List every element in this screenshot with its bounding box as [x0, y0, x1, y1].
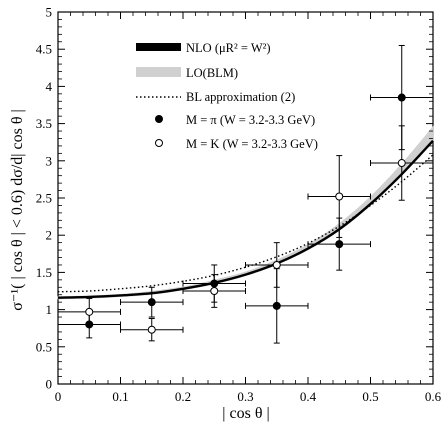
nlo-curve	[57, 139, 434, 299]
kaon-data-point	[210, 287, 219, 295]
y-tick-label: 3	[46, 153, 53, 168]
tick-mark-layer	[57, 11, 434, 385]
x-tick-label: 0.3	[237, 389, 253, 404]
plot-area	[57, 11, 434, 385]
legend-marker-pion	[155, 115, 163, 123]
kaon-data-point	[85, 307, 94, 316]
y-axis-title: σ⁻¹( | cos θ | < 0.6) dσ/d| cos θ |	[9, 109, 26, 310]
x-tick-label: 0.6	[425, 389, 442, 404]
y-tick-label: 0.5	[36, 339, 52, 354]
data-point-layer	[85, 93, 406, 334]
pion-data-point	[147, 298, 156, 307]
y-tick-label: 2	[46, 228, 53, 243]
legend-label-pion: M = π (W = 3.2-3.3 GeV)	[186, 113, 315, 127]
x-tick-label: 0.2	[175, 389, 191, 404]
y-tick-label: 4.5	[36, 42, 52, 57]
y-tick-label: 2.5	[36, 191, 52, 206]
pion-data-point	[210, 279, 219, 288]
legend-swatch-nlo	[136, 43, 181, 51]
legend: NLO (μR² = W²) LO(BLM) BL approximation …	[136, 41, 318, 151]
pion-data-point	[397, 93, 406, 102]
y-tick-label: 1.5	[36, 265, 52, 280]
legend-label-lo-blm: LO(BLM)	[186, 66, 238, 80]
y-tick-labels: 0 0.5 1 1.5 2 2.5 3 3.5 4 4.5 5	[36, 5, 53, 392]
legend-label-bl: BL approximation (2)	[186, 90, 295, 104]
pion-data-point	[85, 320, 94, 329]
curve-layer	[57, 139, 434, 299]
y-tick-label: 3.5	[36, 116, 52, 131]
legend-swatch-lo-blm	[136, 67, 181, 77]
x-tick-labels: 0 0.1 0.2 0.3 0.4 0.5 0.6	[55, 389, 442, 404]
y-tick-label: 5	[46, 5, 53, 20]
kaon-data-point	[397, 159, 406, 168]
lo-blm-band-layer	[57, 125, 434, 300]
pion-data-point	[335, 240, 344, 249]
bl-approximation-curve	[57, 154, 434, 293]
kaon-data-point	[272, 260, 281, 269]
lo-blm-band	[57, 125, 434, 300]
x-tick-label: 0	[55, 389, 62, 404]
x-tick-label: 0.5	[362, 389, 378, 404]
y-tick-label: 4	[46, 79, 53, 94]
x-tick-label: 0.4	[300, 389, 317, 404]
kaon-data-point	[335, 192, 344, 201]
y-tick-label: 1	[46, 302, 53, 317]
legend-label-kaon: M = K (W = 3.2-3.3 GeV)	[186, 137, 318, 151]
x-axis-title: | cos θ |	[222, 405, 269, 422]
y-tick-label: 0	[46, 377, 53, 392]
legend-label-nlo: NLO (μR² = W²)	[186, 41, 271, 55]
x-tick-label: 0.1	[112, 389, 128, 404]
legend-marker-kaon	[155, 139, 163, 147]
pion-data-point	[272, 301, 281, 310]
kaon-data-point	[147, 325, 156, 334]
